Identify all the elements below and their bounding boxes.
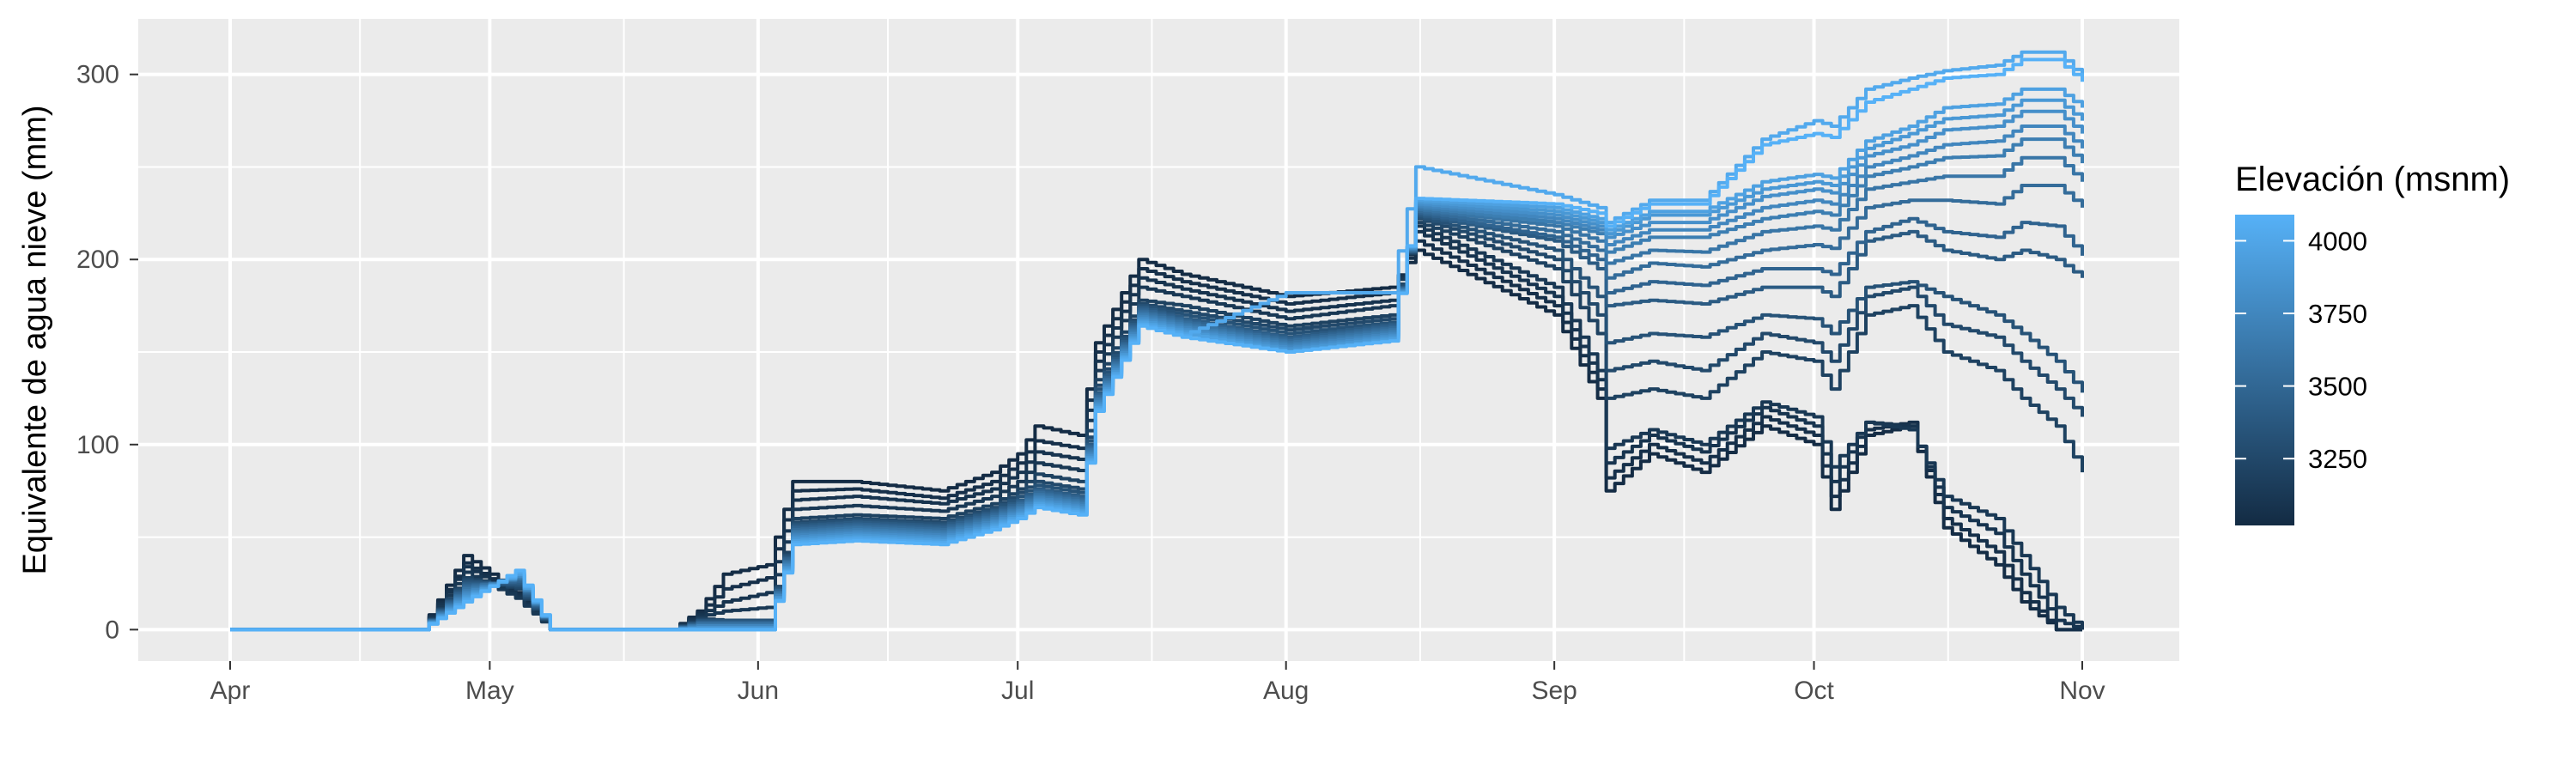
y-axis-title: Equivalente de agua nieve (mm) bbox=[17, 105, 53, 574]
y-tick-label: 300 bbox=[76, 61, 119, 89]
plot-panel bbox=[138, 19, 2179, 661]
series-layer bbox=[230, 50, 2084, 632]
legend-tick-label: 4000 bbox=[2308, 226, 2367, 256]
x-axis: Apr May Jun Jul Aug Sep Oct Nov bbox=[210, 661, 2105, 705]
y-tick-label: 0 bbox=[105, 616, 119, 644]
x-tick-label: Nov bbox=[2059, 677, 2105, 705]
y-tick-label: 100 bbox=[76, 431, 119, 459]
legend: Elevación (msnm) 3250 3500 3750 4000 bbox=[2235, 161, 2510, 525]
legend-ticks: 3250 3500 3750 4000 bbox=[2235, 226, 2367, 474]
grid-major bbox=[138, 19, 2179, 661]
legend-colorbar bbox=[2235, 215, 2294, 525]
y-axis: 0 100 200 300 bbox=[76, 61, 138, 644]
legend-tick-label: 3500 bbox=[2308, 372, 2367, 402]
legend-tick-label: 3250 bbox=[2308, 444, 2367, 474]
x-tick-label: Jun bbox=[738, 677, 779, 705]
x-tick-label: May bbox=[465, 677, 514, 705]
legend-title: Elevación (msnm) bbox=[2235, 161, 2510, 198]
legend-tick-label: 3750 bbox=[2308, 299, 2367, 329]
series-line-4090 bbox=[230, 58, 2084, 632]
x-tick-label: Sep bbox=[1531, 677, 1577, 705]
x-tick-label: Apr bbox=[210, 677, 251, 705]
x-tick-label: Aug bbox=[1263, 677, 1309, 705]
x-tick-label: Oct bbox=[1794, 677, 1834, 705]
x-tick-label: Jul bbox=[1001, 677, 1034, 705]
y-tick-label: 200 bbox=[76, 246, 119, 274]
